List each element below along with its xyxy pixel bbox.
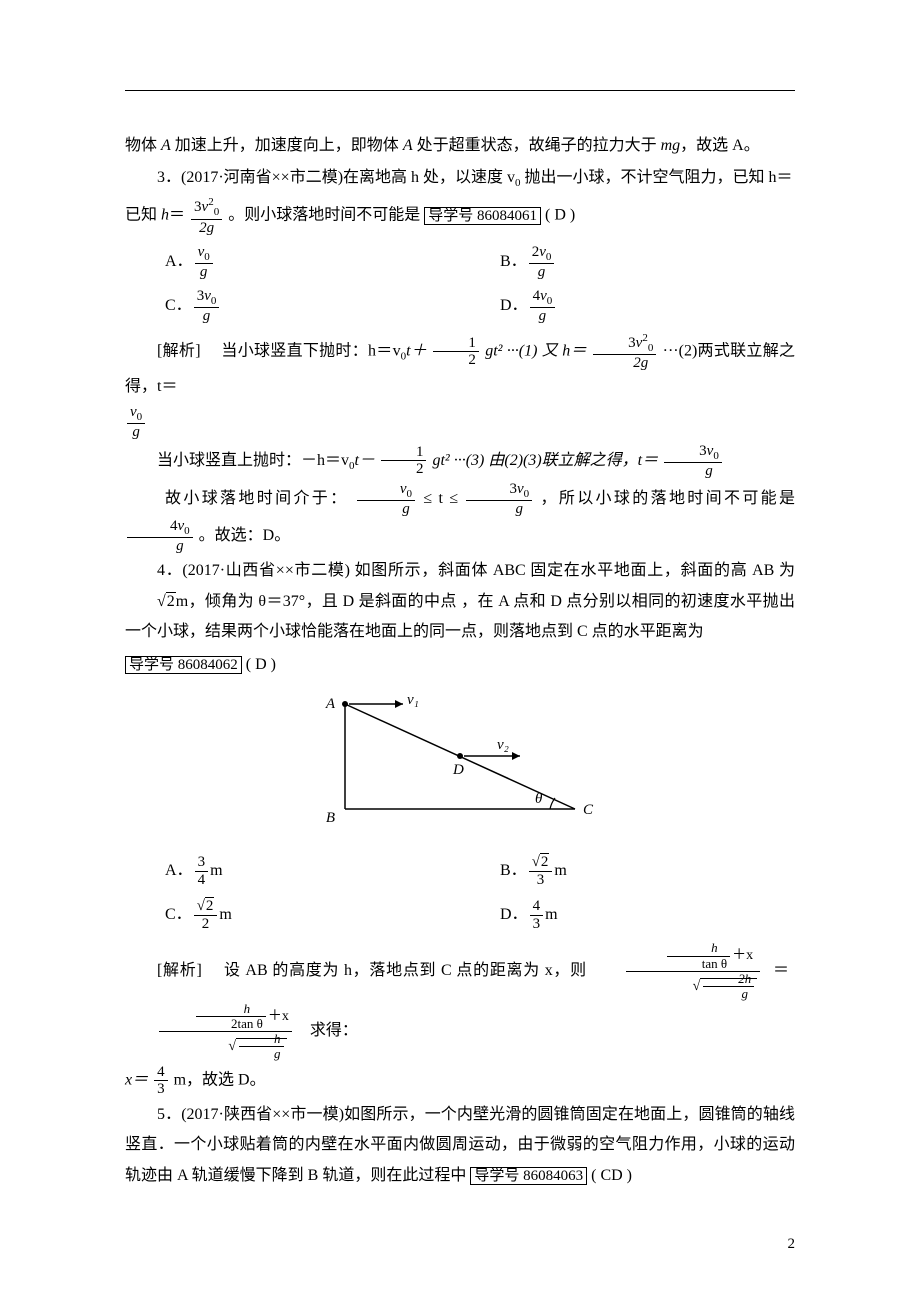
q3-sol-line1: [解析] 当小球竖直下抛时：h＝v0t＋ 12 gt² ···(1) 又 h＝ … (125, 332, 795, 402)
page-number: 2 (788, 1230, 796, 1259)
q3-stem: 3．(2017·河南省××市二模)在离地高 h 处，以速度 v0 抛出一小球，不… (125, 163, 795, 194)
q3-optC: C． 3v0g (125, 284, 460, 328)
q3-frac-h: 3v20 2g (191, 196, 222, 236)
q3-prefix: 3．(2017·河南省××市二模)在离地高 h 处，以速度 v (157, 169, 515, 186)
diag-D: D (452, 762, 464, 778)
p1: 物体 A 加速上升，加速度向上，即物体 A 处于超重状态，故绳子的拉力大于 mg… (125, 131, 795, 161)
q3-box: 导学号 86084061 (424, 207, 541, 225)
q4-eq-left: htan θ＋x 2hg (592, 941, 763, 1001)
q4-stem: 4．(2017·山西省××市二模) 如图所示，斜面体 ABC 固定在水平地面上，… (125, 556, 795, 647)
q3-stem2: 已知 h＝ 3v20 2g 。则小球落地时间不可能是 导学号 86084061 … (125, 196, 795, 236)
q3-sol-line3: 故小球落地时间介于： v0g ≤ t ≤ 3v0g ，所以小球的落地时间不可能是… (125, 481, 795, 554)
q4-sol: [解析] 设 AB 的高度为 h，落地点到 C 点的距离为 x，则 htan θ… (125, 941, 795, 1061)
diag-v2: v₂ (497, 737, 509, 753)
q4-optB: B． 23 m (460, 849, 795, 893)
q3-options: A． v0g B． 2v0g C． 3v0g D． 4v0g (125, 240, 795, 328)
q4-optA: A． 34m (125, 849, 460, 893)
q5-box: 导学号 86084063 (470, 1167, 587, 1185)
q4-optC: C． 22 m (125, 893, 460, 937)
q4-options: A． 34m B． 23 m C． 22 m D． 43m (125, 849, 795, 937)
diag-theta: θ (535, 791, 543, 807)
q3-optB: B． 2v0g (460, 240, 795, 284)
q3-h-eq: 已知 h＝ (125, 207, 185, 224)
q4-sol-res: x＝ 43 m，故选 D。 (125, 1064, 795, 1098)
q3-sol-res1: v0g (125, 404, 795, 441)
header-rule (125, 90, 795, 91)
p1-t1: 物体 A 加速上升，加速度向上，即物体 A 处于超重状态，故绳子的拉力大于 mg… (125, 137, 760, 154)
q4-stem-box: 导学号 86084062 ( D ) (125, 650, 795, 680)
q3-answer: ( D ) (545, 207, 575, 224)
q3-optD: D． 4v0g (460, 284, 795, 328)
q4-optD: D． 43m (460, 893, 795, 937)
q5-stem: 5．(2017·陕西省××市一模)如图所示，一个内壁光滑的圆锥筒固定在地面上，圆… (125, 1100, 795, 1191)
diag-v1: v₁ (407, 694, 419, 708)
q3-optA: A． v0g (125, 240, 460, 284)
diag-C: C (583, 802, 594, 818)
q3-sol-line2: 当小球竖直上抛时：－h＝v0t－ 12 gt² ···(3) 由(2)(3)联立… (125, 443, 795, 480)
q4-diagram: A v₁ D v₂ B C θ (125, 694, 795, 835)
q4-eq-right: h2tan θ＋x hg (125, 1002, 294, 1062)
q5-answer: ( CD ) (591, 1167, 632, 1184)
diag-B: B (326, 810, 335, 824)
diag-A: A (325, 696, 336, 712)
q4-answer: ( D ) (246, 656, 276, 673)
q4-box: 导学号 86084062 (125, 656, 242, 674)
